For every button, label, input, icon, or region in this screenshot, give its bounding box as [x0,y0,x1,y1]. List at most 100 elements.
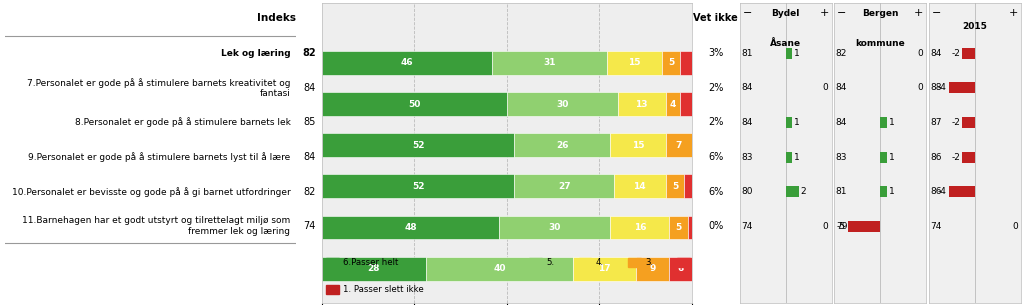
Text: 0: 0 [918,49,923,58]
Bar [666,133,692,157]
Text: Vet ikke: Vet ikke [694,13,738,23]
Text: Bergen: Bergen [862,9,898,18]
Bar [322,174,515,198]
Text: 1: 1 [889,152,895,162]
Bar [322,216,499,239]
Bar [962,117,975,128]
Text: 6%: 6% [708,187,723,196]
Bar [618,92,666,116]
Text: 30: 30 [548,223,561,232]
Bar [607,51,662,75]
Bar [669,257,692,281]
Text: 2%: 2% [708,83,723,93]
Bar [881,117,887,128]
Bar [322,133,515,157]
Text: 0: 0 [1012,222,1018,231]
Text: -2: -2 [951,49,960,58]
Text: 5: 5 [675,223,681,232]
Bar [614,174,666,198]
Text: kommune: kommune [855,39,905,48]
Text: 52: 52 [412,182,425,191]
Text: 81: 81 [836,187,847,196]
Text: 8.Personalet er gode på å stimulere barnets lek: 8.Personalet er gode på å stimulere barn… [75,117,291,127]
Bar [578,258,591,267]
Bar [881,152,887,163]
Text: 7.Personalet er gode på å stimulere barnets kreativitet og
fantasi: 7.Personalet er gode på å stimulere barn… [27,78,291,98]
Text: 74: 74 [931,222,942,231]
Text: 31: 31 [543,59,555,67]
Text: 10.Personalet er bevisste og gode på å gi barnet utfordringer: 10.Personalet er bevisste og gode på å g… [11,187,291,196]
Text: -5: -5 [837,222,846,231]
Text: 48: 48 [404,223,417,232]
Text: 86: 86 [931,187,942,196]
Text: 1: 1 [889,118,895,127]
Text: 74: 74 [741,222,753,231]
Bar [515,174,614,198]
Text: 86: 86 [931,152,942,162]
Text: Indeks: Indeks [257,13,297,23]
Text: 1: 1 [794,118,800,127]
Text: 14: 14 [633,182,647,191]
Text: 40: 40 [493,264,505,273]
Bar [786,117,792,128]
Text: 26: 26 [555,141,569,150]
Text: 0%: 0% [708,221,723,231]
Bar [611,133,666,157]
Bar [636,257,669,281]
Bar [687,216,692,239]
Bar [666,92,680,116]
Bar [680,92,692,116]
Text: 1: 1 [889,187,895,196]
Text: 4.: 4. [595,258,604,267]
Text: 6.Passer helt: 6.Passer helt [343,258,399,267]
Bar [692,133,699,157]
Bar [666,174,684,198]
Text: 6: 6 [677,264,683,273]
Bar [499,216,611,239]
Text: 81: 81 [741,49,753,58]
Bar [662,51,680,75]
Text: -2: -2 [951,152,960,162]
Text: 52: 52 [412,141,425,150]
Text: −: − [932,8,941,18]
Text: 85: 85 [303,117,315,127]
Text: 82: 82 [303,187,315,196]
Bar [506,92,618,116]
Text: 87: 87 [931,118,942,127]
Text: 1. Passer slett ikke: 1. Passer slett ikke [343,285,424,293]
Text: 84: 84 [836,118,847,127]
Text: 84: 84 [931,49,942,58]
Bar [325,258,339,267]
Bar [322,257,426,281]
Text: 82: 82 [836,49,847,58]
Text: 28: 28 [367,264,381,273]
Text: 17: 17 [598,264,611,273]
Text: 0: 0 [918,84,923,92]
Bar [492,51,607,75]
Text: +: + [1009,8,1018,18]
Text: +: + [915,8,924,18]
Text: -4: -4 [938,84,947,92]
Text: 7: 7 [675,141,681,150]
Text: 0: 0 [822,222,829,231]
Text: 9.Personalet er gode på å stimulere barnets lyst til å lære: 9.Personalet er gode på å stimulere barn… [29,152,291,162]
Bar [848,221,881,231]
Text: 84: 84 [836,84,847,92]
Bar [786,152,792,163]
Text: 11.Barnehagen har et godt utstyrt og tilrettelagt miljø som
fremmer lek og lærin: 11.Barnehagen har et godt utstyrt og til… [23,217,291,236]
Text: 2.: 2. [695,258,702,267]
Bar [322,92,506,116]
Text: 5.: 5. [546,258,554,267]
Bar [529,258,542,267]
Text: 2: 2 [801,187,806,196]
Text: 84: 84 [303,152,315,162]
Bar [786,48,792,59]
Text: 74: 74 [303,221,315,231]
Text: 3%: 3% [708,48,723,58]
Text: 5: 5 [668,59,674,67]
Text: 2015: 2015 [963,22,987,31]
Text: 5: 5 [672,182,678,191]
Bar [680,51,692,75]
Bar [948,186,975,197]
Bar [677,258,690,267]
